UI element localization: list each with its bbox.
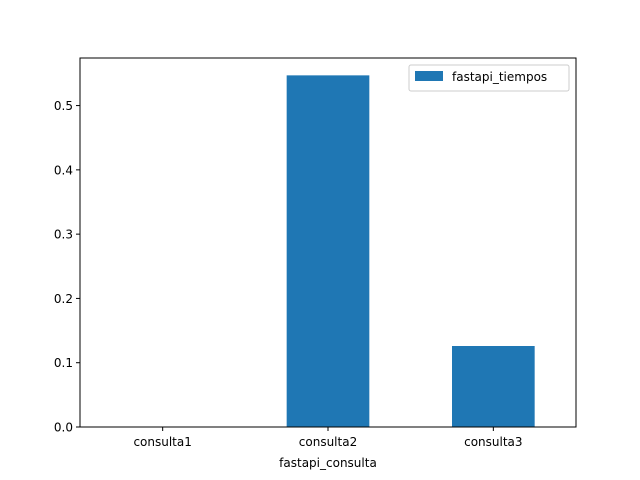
legend-box	[408, 64, 570, 92]
y-tick-label: 0.5	[54, 99, 73, 113]
legend-swatch	[415, 71, 443, 81]
y-tick-label: 0.2	[54, 292, 73, 306]
x-axis-label: fastapi_consulta	[279, 456, 377, 470]
x-tick-label: consulta3	[464, 435, 522, 449]
legend: fastapi_tiempos	[408, 64, 570, 92]
plot-frame	[79, 57, 577, 428]
bar-consulta2	[286, 75, 370, 427]
y-tick-label: 0.3	[54, 228, 73, 242]
legend-label: fastapi_tiempos	[452, 70, 547, 84]
x-axis: consulta1 consulta2 consulta3	[133, 427, 523, 449]
bar-consulta3	[452, 346, 535, 427]
y-tick-label: 0.0	[54, 421, 73, 435]
y-axis: 0.0 0.1 0.2 0.3 0.4 0.5	[54, 99, 80, 435]
bars-group	[286, 75, 535, 427]
y-tick-label: 0.4	[54, 163, 73, 177]
x-tick-label: consulta2	[299, 435, 357, 449]
x-tick-label: consulta1	[133, 435, 191, 449]
y-tick-label: 0.1	[54, 356, 73, 370]
